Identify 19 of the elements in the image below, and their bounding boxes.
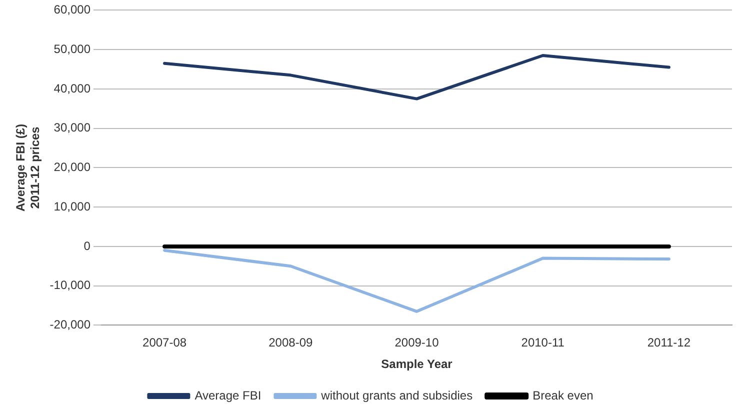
- y-tick-label: 30,000: [54, 120, 91, 135]
- y-tick-label: -20,000: [50, 318, 91, 332]
- legend-label: without grants and subsidies: [320, 388, 473, 402]
- y-tick-label: 10,000: [54, 199, 91, 214]
- y-tick-label: -10,000: [50, 278, 91, 292]
- legend-label: Break even: [532, 388, 594, 402]
- legend-label: Average FBI: [194, 388, 262, 402]
- x-tick-label: 2009-10: [394, 336, 440, 350]
- y-tick-label: 20,000: [54, 160, 91, 174]
- x-tick-label: 2011-12: [647, 336, 691, 350]
- y-axis-title: Average FBI (£) 2011-12 prices: [14, 124, 42, 212]
- x-tick-label: 2008-09: [268, 336, 313, 350]
- y-tick-label: 60,000: [54, 2, 91, 17]
- y-tick-label: 50,000: [54, 42, 91, 56]
- y-tick-label: 40,000: [54, 81, 91, 96]
- y-tick-label: 0: [84, 238, 91, 253]
- x-axis-title: Sample Year: [381, 357, 453, 372]
- x-tick-label: 2010-11: [521, 336, 565, 350]
- x-tick-label: 2007-08: [142, 336, 187, 350]
